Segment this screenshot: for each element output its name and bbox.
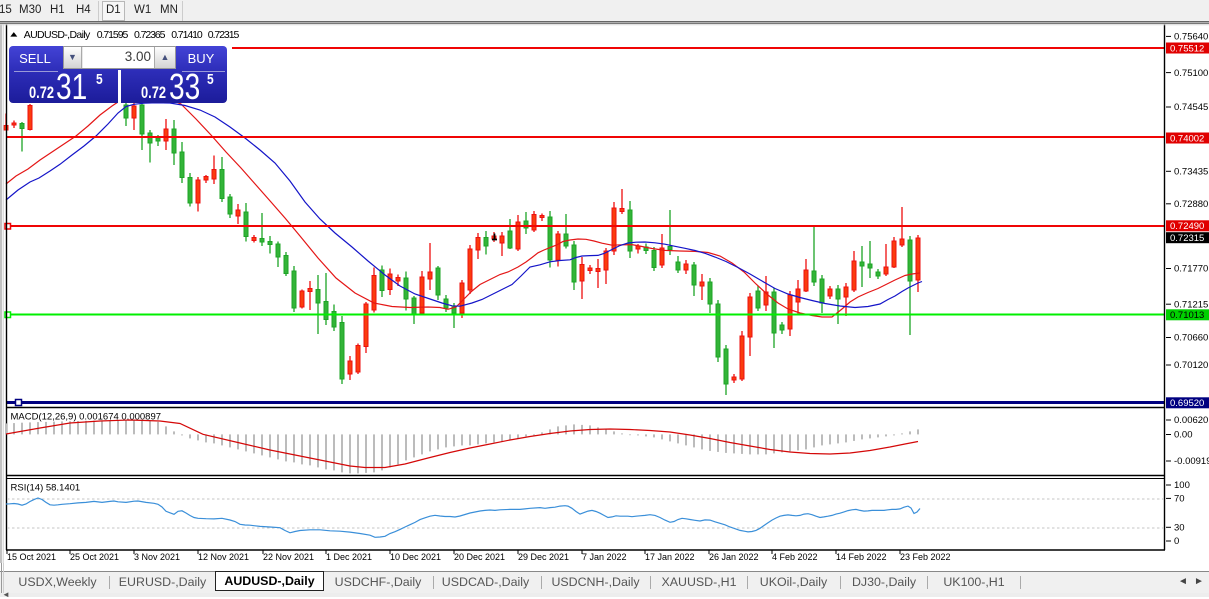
svg-text:0.71410: 0.71410: [171, 29, 203, 41]
svg-text:15 Oct 2021: 15 Oct 2021: [7, 552, 56, 562]
svg-text:RSI(14) 58.1401: RSI(14) 58.1401: [11, 483, 81, 494]
svg-text:10 Dec 2021: 10 Dec 2021: [390, 552, 441, 562]
svg-text:12 Nov 2021: 12 Nov 2021: [198, 552, 249, 562]
svg-text:29 Dec 2021: 29 Dec 2021: [518, 552, 569, 562]
svg-text:14 Feb 2022: 14 Feb 2022: [836, 552, 887, 562]
svg-text:0.72490: 0.72490: [1170, 221, 1204, 232]
svg-text:0.72315: 0.72315: [208, 29, 240, 41]
svg-text:0.71013: 0.71013: [1170, 310, 1204, 321]
svg-text:0.75100: 0.75100: [1174, 68, 1208, 79]
svg-text:1 Dec 2021: 1 Dec 2021: [326, 552, 372, 562]
svg-text:AUDUSD-,Daily: AUDUSD-,Daily: [24, 29, 91, 41]
svg-text:70: 70: [1174, 494, 1185, 505]
svg-text:4 Feb 2022: 4 Feb 2022: [772, 552, 818, 562]
svg-text:-0.00919: -0.00919: [1174, 456, 1209, 467]
svg-text:0.75512: 0.75512: [1170, 43, 1204, 54]
svg-text:0.006201: 0.006201: [1174, 415, 1209, 426]
svg-text:7 Jan 2022: 7 Jan 2022: [582, 552, 627, 562]
svg-text:0.69520: 0.69520: [1170, 398, 1204, 409]
svg-text:0.71215: 0.71215: [1174, 299, 1208, 310]
svg-text:0.75640: 0.75640: [1174, 32, 1208, 43]
svg-text:0.74002: 0.74002: [1170, 133, 1204, 144]
svg-text:0.73435: 0.73435: [1174, 167, 1208, 178]
svg-text:0.72315: 0.72315: [1170, 233, 1204, 244]
svg-text:23 Feb 2022: 23 Feb 2022: [900, 552, 951, 562]
svg-text:0: 0: [1174, 536, 1179, 547]
svg-text:22 Nov 2021: 22 Nov 2021: [263, 552, 314, 562]
svg-text:100: 100: [1174, 480, 1190, 491]
svg-text:MACD(12,26,9) 0.001674 0.00089: MACD(12,26,9) 0.001674 0.000897: [11, 412, 162, 423]
svg-text:0.72365: 0.72365: [134, 29, 166, 41]
svg-text:0.71595: 0.71595: [97, 29, 129, 41]
svg-text:0.74545: 0.74545: [1174, 102, 1208, 113]
svg-text:0.70120: 0.70120: [1174, 360, 1208, 371]
svg-text:0.72880: 0.72880: [1174, 199, 1208, 210]
svg-text:0.00: 0.00: [1174, 430, 1193, 441]
svg-text:20 Dec 2021: 20 Dec 2021: [454, 552, 505, 562]
svg-text:0.70660: 0.70660: [1174, 333, 1208, 344]
svg-text:26 Jan 2022: 26 Jan 2022: [709, 552, 759, 562]
svg-text:30: 30: [1174, 523, 1185, 534]
svg-text:3 Nov 2021: 3 Nov 2021: [134, 552, 180, 562]
svg-text:25 Oct 2021: 25 Oct 2021: [70, 552, 119, 562]
svg-text:17 Jan 2022: 17 Jan 2022: [645, 552, 695, 562]
svg-text:0.71770: 0.71770: [1174, 264, 1208, 275]
